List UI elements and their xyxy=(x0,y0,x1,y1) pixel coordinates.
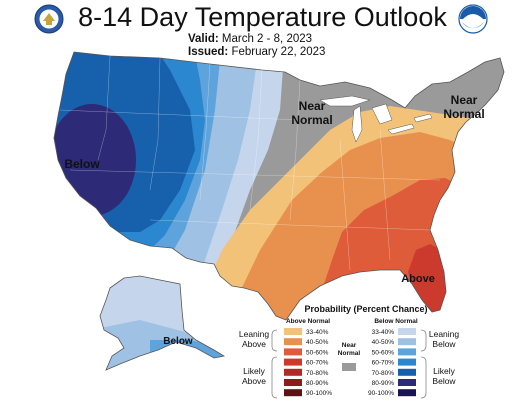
legend-above-swatch-1 xyxy=(284,338,302,346)
legend-above-swatch-4 xyxy=(284,368,302,376)
near-normal-northeast-label-2: Normal xyxy=(443,107,484,121)
valid-dates: March 2 - 8, 2023 xyxy=(221,33,313,45)
legend-above-range-1: 40-50% xyxy=(306,339,329,346)
legend-below-swatch-4 xyxy=(398,368,416,376)
legend-below-header: Below Normal xyxy=(374,318,418,325)
issued-label: Issued: xyxy=(188,46,229,58)
legend-below-range-1: 40-50% xyxy=(372,339,395,346)
leaning-above-label-1: Leaning xyxy=(239,329,270,339)
below-west-label: Below xyxy=(64,157,100,171)
legend-title: Probability (Percent Chance) xyxy=(304,304,427,314)
legend-below-swatch-1 xyxy=(398,338,416,346)
legend-above-range-3: 60-70% xyxy=(306,360,329,367)
leaning-below-label-2: Below xyxy=(432,339,456,349)
noaa-logo-icon xyxy=(458,4,488,34)
legend-below-range-4: 70-80% xyxy=(372,370,395,377)
below-alaska-label: Below xyxy=(163,336,193,347)
legend-below-swatch-0 xyxy=(398,328,416,335)
issued-line: Issued: February 22, 2023 xyxy=(188,46,325,58)
leaning-above-label-2: Above xyxy=(242,339,266,349)
near-normal-header-2: Normal xyxy=(338,350,361,357)
near-normal-header-1: Near xyxy=(342,342,357,349)
legend-below-range-5: 80-90% xyxy=(372,380,395,387)
legend-below-range-6: 90-100% xyxy=(368,390,394,397)
near-normal-central-label-2: Normal xyxy=(291,113,332,127)
legend-above-range-6: 90-100% xyxy=(306,390,332,397)
legend-above-swatch-6 xyxy=(284,389,302,397)
legend-above-range-0: 33-40% xyxy=(306,329,329,336)
leaning-below-label-1: Leaning xyxy=(429,329,460,339)
legend-above-range-4: 70-80% xyxy=(306,370,329,377)
great-lakes xyxy=(319,95,433,143)
legend-above-swatch-5 xyxy=(284,379,302,386)
likely-below-label-1: Likely xyxy=(433,366,455,376)
above-southeast-label: Above xyxy=(401,273,435,285)
likely-above-label-2: Above xyxy=(242,376,266,386)
legend-above-rows: 33-40% 40-50% 50-60% 60-70% 70-80% 80-90% 90-1… xyxy=(284,328,332,397)
legend-above-swatch-0 xyxy=(284,328,302,335)
legend-below-rows: 33-40% 40-50% 50-60% 60-70% 70-80% 80-90% 90-1… xyxy=(368,328,416,397)
legend-below-swatch-2 xyxy=(398,348,416,356)
legend-below-swatch-5 xyxy=(398,379,416,386)
commerce-seal-icon xyxy=(34,4,64,34)
issued-date: February 22, 2023 xyxy=(231,46,326,58)
likely-below-label-2: Below xyxy=(432,376,456,386)
state-lines xyxy=(59,55,441,271)
legend: Probability (Percent Chance) Above Norma… xyxy=(239,304,460,399)
legend-above-range-2: 50-60% xyxy=(306,349,329,356)
near-normal-northeast-label-1: Near xyxy=(451,93,478,107)
legend-below-swatch-3 xyxy=(398,358,416,366)
valid-label: Valid: xyxy=(188,33,219,45)
legend-above-header: Above Normal xyxy=(286,318,330,325)
legend-below-range-3: 60-70% xyxy=(372,360,395,367)
valid-line: Valid: March 2 - 8, 2023 xyxy=(188,33,312,45)
map-title: 8-14 Day Temperature Outlook xyxy=(78,2,447,32)
legend-below-swatch-6 xyxy=(398,389,416,397)
likely-above-label-1: Likely xyxy=(243,366,265,376)
legend-above-range-5: 80-90% xyxy=(306,380,329,387)
legend-above-swatch-3 xyxy=(284,358,302,366)
legend-below-range-2: 50-60% xyxy=(372,349,395,356)
near-normal-central-label-1: Near xyxy=(299,99,326,113)
legend-above-swatch-2 xyxy=(284,348,302,356)
legend-below-range-0: 33-40% xyxy=(372,329,395,336)
near-normal-swatch xyxy=(342,363,356,371)
